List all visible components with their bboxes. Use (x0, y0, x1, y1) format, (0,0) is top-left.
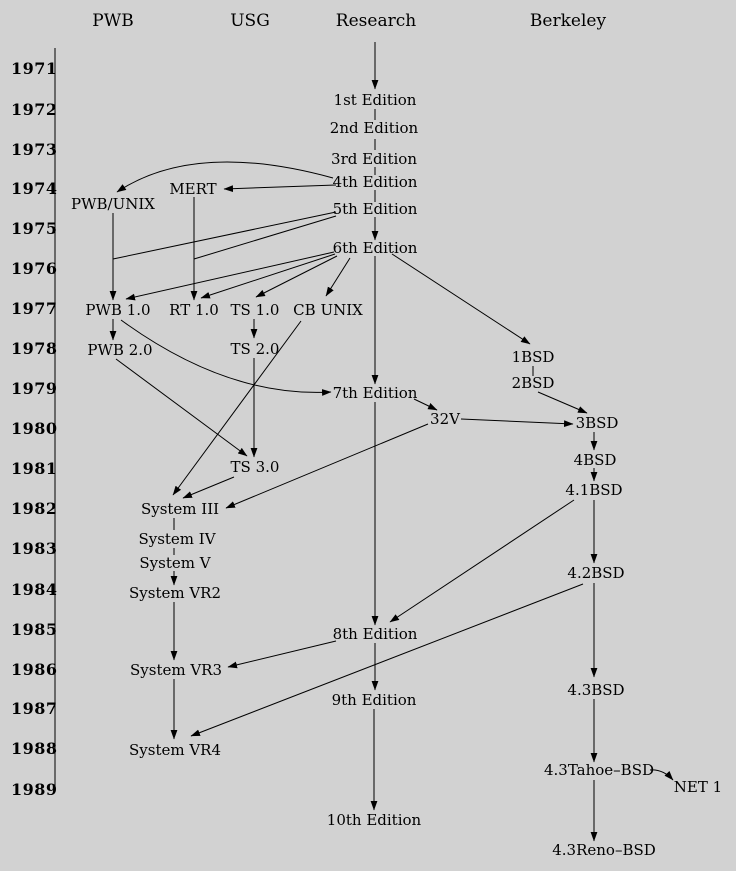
year-label-1989: 1989 (11, 780, 58, 800)
edge-bsd-2--bsd-3 (537, 391, 588, 414)
node-edition-5: 5th Edition (332, 199, 418, 218)
edge-edition-7--32v (413, 398, 438, 411)
column-header-pwb: PWB (92, 11, 134, 31)
edge-edition-6--cb-unix (325, 257, 351, 297)
year-label-1987: 1987 (11, 699, 58, 719)
edge-32v--system-iii (225, 423, 429, 509)
node-edition-4: 4th Edition (332, 172, 418, 191)
edge-cb-unix--system-iii (172, 320, 302, 496)
node-edition-6: 6th Edition (332, 238, 418, 257)
edge-ts-30--system-iii (182, 476, 235, 499)
edge-bsd-42--system-vr4 (190, 583, 584, 737)
year-label-1980: 1980 (11, 419, 58, 439)
node-net-1: NET 1 (673, 777, 723, 796)
node-system-vr3: System VR3 (129, 660, 223, 679)
node-edition-1: 1st Edition (333, 90, 417, 109)
node-rt-10: RT 1.0 (169, 300, 219, 319)
year-label-1973: 1973 (11, 140, 58, 160)
node-ts-10: TS 1.0 (230, 300, 280, 319)
year-label-1975: 1975 (11, 219, 58, 239)
edge-edition-6--pwb-10 (125, 251, 335, 301)
node-edition-10: 10th Edition (326, 810, 422, 829)
node-pwb-unix: PWB/UNIX (71, 194, 155, 213)
year-label-1976: 1976 (11, 259, 58, 279)
node-32v: 32V (430, 409, 460, 428)
node-system-iv: System IV (138, 529, 216, 548)
node-system-vr2: System VR2 (128, 583, 222, 602)
node-bsd-43-tahoe: 4.3Tahoe–BSD (543, 760, 655, 779)
node-system-iii: System III (140, 499, 220, 518)
node-bsd-1: 1BSD (511, 347, 555, 366)
year-label-1984: 1984 (11, 580, 58, 600)
edge-edition-6--ts-10 (255, 255, 338, 298)
column-header-usg: USG (230, 11, 270, 31)
node-system-v: System V (139, 553, 211, 572)
column-header-research: Research (335, 11, 417, 31)
node-pwb-20: PWB 2.0 (87, 340, 153, 359)
node-bsd-41: 4.1BSD (565, 480, 623, 499)
node-ts-30: TS 3.0 (230, 457, 280, 476)
node-bsd-2: 2BSD (511, 373, 555, 392)
edge-bsd-43-tahoe--net-1 (649, 769, 674, 781)
edge-edition-6--bsd-1 (391, 253, 531, 345)
year-label-1977: 1977 (11, 299, 58, 319)
year-label-1972: 1972 (11, 100, 58, 120)
node-bsd-42: 4.2BSD (567, 563, 625, 582)
node-edition-7: 7th Edition (332, 383, 418, 402)
node-edition-2: 2nd Edition (329, 118, 419, 137)
edge-edition-8--system-vr3 (227, 640, 337, 669)
edge-edition-5--pwb-unix-branch (112, 211, 337, 260)
edge-edition-4--pwb-unix (116, 161, 334, 193)
node-edition-3: 3rd Edition (331, 149, 417, 168)
edge-32v--bsd-3 (460, 418, 574, 427)
node-system-vr4: System VR4 (128, 740, 222, 759)
edge-pwb-20--ts-30 (115, 358, 248, 457)
year-label-1983: 1983 (11, 539, 58, 559)
edge-bsd-41--edition-8 (389, 499, 575, 623)
node-edition-9: 9th Edition (331, 690, 417, 709)
year-label-1988: 1988 (11, 739, 58, 759)
node-ts-20: TS 2.0 (230, 339, 280, 358)
node-bsd-43: 4.3BSD (567, 680, 625, 699)
edge-edition-6--rt-10 (200, 253, 336, 299)
node-mert: MERT (169, 179, 217, 198)
node-pwb-10: PWB 1.0 (85, 300, 151, 319)
node-bsd-43-reno: 4.3Reno–BSD (552, 840, 656, 859)
year-label-1986: 1986 (11, 660, 58, 680)
year-label-1982: 1982 (11, 499, 58, 519)
edge-edition-5--mert-branch (193, 215, 337, 260)
node-cb-unix: CB UNIX (293, 300, 363, 319)
year-label-1981: 1981 (11, 459, 58, 479)
year-label-1978: 1978 (11, 339, 58, 359)
edge-pwb-10--edition-7 (120, 319, 332, 396)
year-label-1971: 1971 (11, 59, 58, 79)
year-label-1985: 1985 (11, 620, 58, 640)
node-edition-8: 8th Edition (332, 624, 418, 643)
column-header-berkeley: Berkeley (529, 11, 607, 31)
year-label-1974: 1974 (11, 179, 58, 199)
edge-edition-4--mert (223, 184, 337, 193)
year-label-1979: 1979 (11, 379, 58, 399)
node-bsd-4: 4BSD (573, 450, 617, 469)
node-bsd-3: 3BSD (575, 413, 619, 432)
